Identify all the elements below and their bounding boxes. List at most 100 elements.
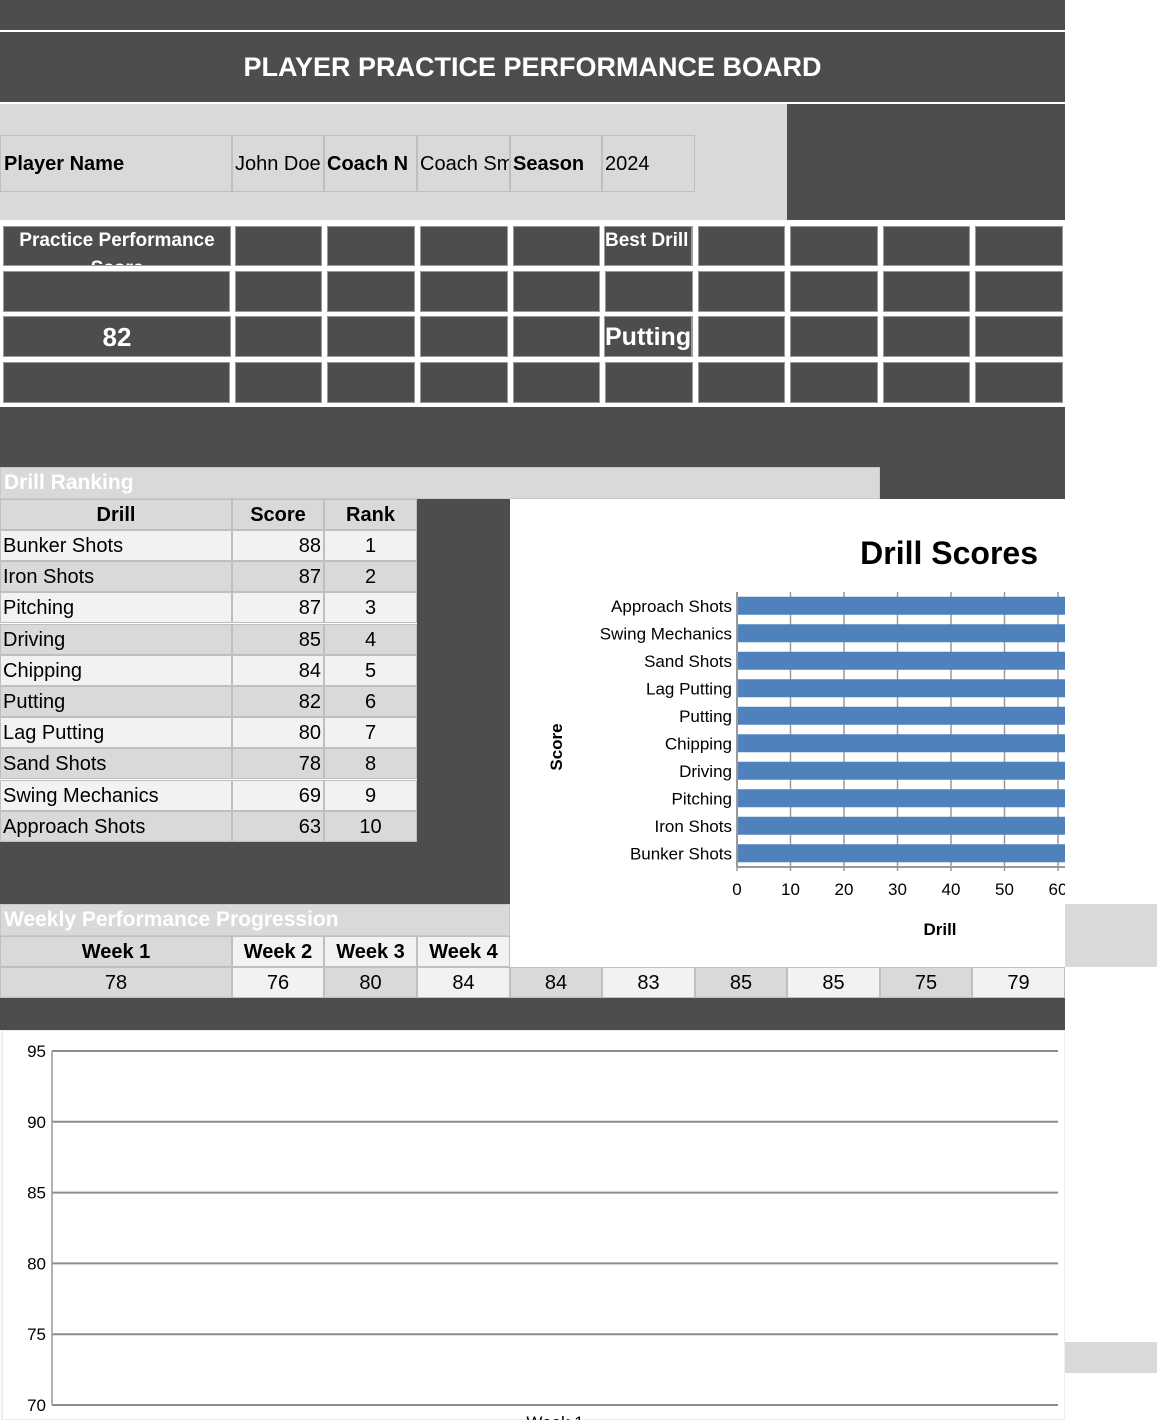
bar[interactable] xyxy=(737,844,1065,863)
y-tick-label: 90 xyxy=(27,1113,46,1132)
bar[interactable] xyxy=(737,596,1065,615)
drill-rank: 1 xyxy=(324,530,417,561)
week-value: 85 xyxy=(787,967,880,998)
table-header-score[interactable]: Score xyxy=(232,499,324,530)
kpi-cell xyxy=(698,271,785,312)
weekly-progression-chart[interactable]: 95 90 85 80 75 70 Week 1 xyxy=(0,1030,1065,1420)
week-header: Week 4 xyxy=(417,936,510,967)
y-category-label: Swing Mechanics xyxy=(600,624,732,643)
kpi-cell xyxy=(420,271,508,312)
bar[interactable] xyxy=(737,789,1065,808)
kpi-cell xyxy=(883,362,970,403)
drill-score: 80 xyxy=(232,717,324,749)
kpi-cell xyxy=(883,271,970,312)
kpi-cell xyxy=(513,271,600,312)
bar[interactable] xyxy=(737,734,1065,753)
week-value: 78 xyxy=(0,967,232,998)
y-category-label: Bunker Shots xyxy=(630,844,732,863)
kpi-score-label: Practice Performance Score xyxy=(3,226,231,266)
kpi-cell xyxy=(235,226,322,266)
drill-rank: 9 xyxy=(324,779,417,811)
drill-name: Swing Mechanics xyxy=(0,779,232,811)
drill-rank: 10 xyxy=(324,810,417,842)
chart-title: Drill Scores xyxy=(860,535,1038,571)
drill-score: 85 xyxy=(232,623,324,655)
kpi-cell xyxy=(698,362,785,403)
kpi-cell xyxy=(975,316,1063,357)
drill-score: 87 xyxy=(232,561,324,593)
drill-score: 84 xyxy=(232,654,324,686)
kpi-cell xyxy=(327,362,415,403)
coach-value[interactable]: Coach Sm xyxy=(417,135,510,192)
week-value: 75 xyxy=(880,967,972,998)
side-gray-2 xyxy=(1065,1342,1157,1373)
y-category-label: Approach Shots xyxy=(611,597,732,616)
bar[interactable] xyxy=(737,761,1065,780)
kpi-cell xyxy=(883,316,970,357)
drill-score: 63 xyxy=(232,810,324,842)
kpi-cell xyxy=(327,226,415,266)
drill-score: 69 xyxy=(232,779,324,811)
player-name-label: Player Name xyxy=(0,135,232,192)
weekly-bottom-dark xyxy=(0,998,1065,1030)
y-tick-label: 70 xyxy=(27,1396,46,1415)
y-tick-label: 75 xyxy=(27,1325,46,1344)
week-value: 85 xyxy=(695,967,787,998)
kpi-cell xyxy=(605,271,693,312)
drill-rank: 6 xyxy=(324,686,417,717)
x-tick-label: 60 xyxy=(1049,880,1065,899)
weekly-title: Weekly Performance Progression xyxy=(0,904,510,936)
kpi-cell xyxy=(327,271,415,312)
coach-label: Coach N xyxy=(324,135,417,192)
table-header-rank[interactable]: Rank xyxy=(324,499,417,530)
kpi-cell xyxy=(698,316,785,357)
kpi-cell xyxy=(235,271,322,312)
x-axis-title: Drill xyxy=(923,920,956,939)
drill-rank: 7 xyxy=(324,717,417,749)
spacer-band xyxy=(0,407,1065,467)
kpi-score-value: 82 xyxy=(3,316,231,357)
kpi-cell xyxy=(790,362,878,403)
kpi-cell xyxy=(975,226,1063,266)
kpi-cell xyxy=(513,316,600,357)
y-category-label: Sand Shots xyxy=(644,652,732,671)
kpi-cell xyxy=(235,362,322,403)
week-header: Week 3 xyxy=(324,936,417,967)
kpi-cell xyxy=(698,226,785,266)
kpi-cell xyxy=(420,362,508,403)
table-header-drill[interactable]: Drill xyxy=(0,499,232,530)
x-tick-label: 30 xyxy=(888,880,907,899)
bar[interactable] xyxy=(737,706,1065,725)
player-name-value[interactable]: John Doe xyxy=(232,135,324,192)
table-bottom-dark xyxy=(0,842,510,904)
week-value: 84 xyxy=(417,967,510,998)
drill-scores-chart[interactable]: Drill Scores 0 10 20 30 40 50 60 Bunker Shots Iro… xyxy=(510,499,1065,967)
bar[interactable] xyxy=(737,624,1065,643)
kpi-cell xyxy=(605,362,693,403)
y-category-label: Pitching xyxy=(672,789,732,808)
bar[interactable] xyxy=(737,651,1065,670)
season-label: Season xyxy=(510,135,602,192)
week-value: 79 xyxy=(972,967,1065,998)
drill-score: 78 xyxy=(232,748,324,780)
y-category-label: Chipping xyxy=(665,734,732,753)
kpi-cell xyxy=(975,271,1063,312)
drill-name: Chipping xyxy=(0,654,232,686)
bar[interactable] xyxy=(737,679,1065,698)
x-tick-label: 40 xyxy=(942,880,961,899)
drill-ranking-title: Drill Ranking xyxy=(0,467,880,499)
kpi-cell xyxy=(513,226,600,266)
x-tick-label: 20 xyxy=(835,880,854,899)
week-header: Week 2 xyxy=(232,936,324,967)
season-value[interactable]: 2024 xyxy=(602,135,695,192)
bar[interactable] xyxy=(737,816,1065,835)
kpi-cell xyxy=(235,316,322,357)
y-tick-label: 85 xyxy=(27,1184,46,1203)
top-band xyxy=(0,0,1065,30)
chart-background xyxy=(510,499,1065,967)
week-header: Week 1 xyxy=(0,936,232,967)
week-value: 83 xyxy=(602,967,695,998)
drill-rank: 5 xyxy=(324,654,417,686)
kpi-cell xyxy=(420,226,508,266)
kpi-cell xyxy=(975,362,1063,403)
